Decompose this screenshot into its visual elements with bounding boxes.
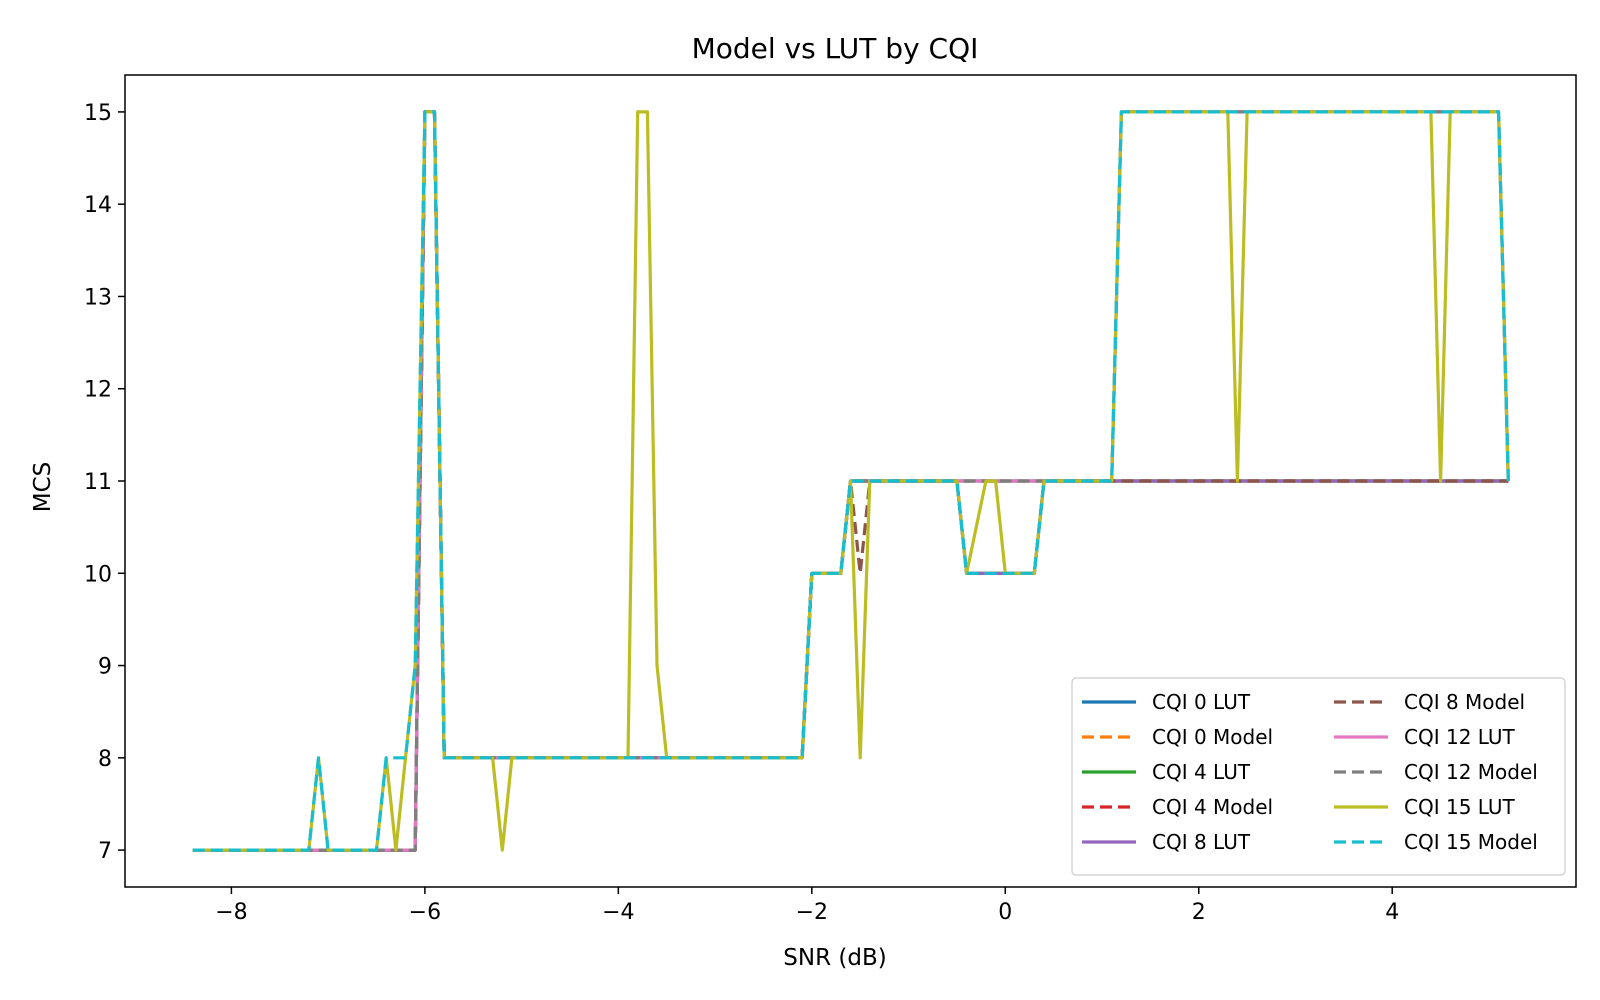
- y-tick-label: 7: [98, 839, 112, 864]
- x-tick-label: −8: [215, 900, 247, 925]
- y-tick-label: 12: [84, 378, 112, 403]
- legend-label: CQI 12 Model: [1404, 760, 1538, 784]
- legend-label: CQI 15 Model: [1404, 830, 1538, 854]
- y-tick-label: 13: [84, 285, 112, 310]
- legend-label: CQI 8 Model: [1404, 690, 1525, 714]
- legend-label: CQI 0 Model: [1152, 725, 1273, 749]
- legend-label: CQI 4 Model: [1152, 795, 1273, 819]
- legend-label: CQI 15 LUT: [1404, 795, 1516, 819]
- x-tick-label: −4: [602, 900, 634, 925]
- x-tick-label: 2: [1192, 900, 1206, 925]
- x-tick-label: −2: [796, 900, 828, 925]
- x-axis: −8 −6 −4 −2 0 2 4: [215, 887, 1399, 925]
- legend-label: CQI 12 LUT: [1404, 725, 1516, 749]
- legend-label: CQI 8 LUT: [1152, 830, 1251, 854]
- chart-title: Model vs LUT by CQI: [692, 32, 979, 65]
- legend-label: CQI 0 LUT: [1152, 690, 1251, 714]
- legend: CQI 0 LUT CQI 0 Model CQI 4 LUT CQI 4 Model…: [1071, 677, 1566, 876]
- legend-frame: [1071, 677, 1566, 876]
- series-layer: [192, 110, 1510, 852]
- y-tick-label: 8: [98, 747, 112, 772]
- y-tick-label: 15: [84, 101, 112, 126]
- x-tick-label: −6: [409, 900, 441, 925]
- x-tick-label: 0: [998, 900, 1012, 925]
- x-axis-label: SNR (dB): [783, 945, 886, 971]
- y-tick-label: 9: [98, 655, 112, 680]
- legend-label: CQI 4 LUT: [1152, 760, 1251, 784]
- x-tick-label: 4: [1385, 900, 1399, 925]
- y-tick-label: 14: [84, 193, 112, 218]
- y-tick-label: 11: [84, 470, 112, 495]
- series-line-cqi-15-model: [192, 110, 1510, 852]
- y-tick-label: 10: [84, 562, 112, 587]
- y-axis-label: MCS: [30, 462, 56, 513]
- y-axis: 7 8 9 10 11 12 13 14 15: [84, 101, 125, 864]
